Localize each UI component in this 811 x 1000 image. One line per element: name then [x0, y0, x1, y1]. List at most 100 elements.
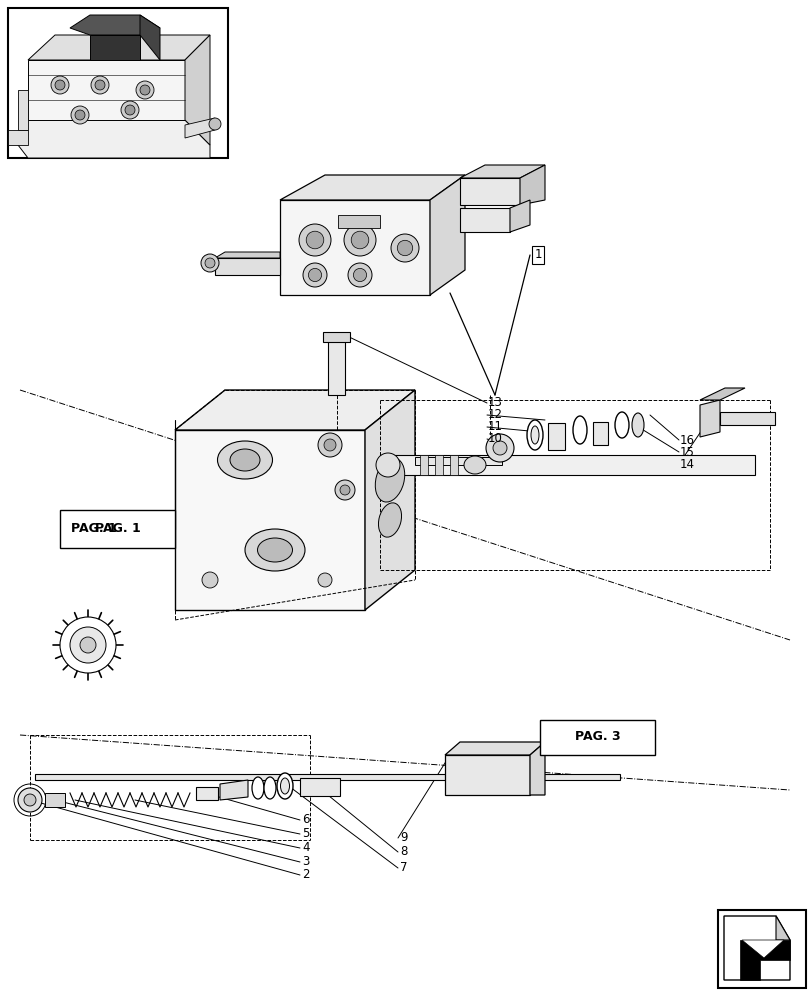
Polygon shape [419, 455, 427, 475]
Polygon shape [299, 778, 340, 796]
Circle shape [303, 263, 327, 287]
Polygon shape [444, 755, 530, 795]
Text: 5: 5 [302, 827, 309, 840]
Text: 15: 15 [679, 446, 694, 458]
Polygon shape [414, 457, 501, 465]
Circle shape [340, 485, 350, 495]
Text: 2: 2 [302, 868, 309, 882]
Ellipse shape [280, 778, 290, 794]
Polygon shape [547, 423, 564, 450]
Bar [717, 910, 805, 988]
Bar [60, 510, 175, 548]
Circle shape [202, 572, 217, 588]
Circle shape [135, 81, 154, 99]
Ellipse shape [573, 416, 586, 444]
Polygon shape [215, 252, 280, 258]
Circle shape [51, 76, 69, 94]
Circle shape [318, 573, 332, 587]
Ellipse shape [614, 412, 629, 438]
Text: 11: 11 [487, 420, 502, 434]
Polygon shape [739, 940, 789, 980]
Polygon shape [175, 390, 414, 430]
Circle shape [80, 637, 96, 653]
Ellipse shape [257, 538, 292, 562]
Text: 13: 13 [487, 396, 502, 410]
Polygon shape [430, 175, 465, 295]
Ellipse shape [230, 449, 260, 471]
Polygon shape [35, 774, 620, 780]
Circle shape [121, 101, 139, 119]
Text: 10: 10 [487, 432, 502, 446]
Circle shape [375, 453, 400, 477]
Text: PAG. 3: PAG. 3 [574, 730, 620, 743]
Polygon shape [775, 916, 789, 940]
Text: 6: 6 [302, 813, 309, 826]
Text: 7: 7 [400, 861, 407, 874]
Polygon shape [592, 422, 607, 445]
Text: 1: 1 [534, 248, 541, 261]
Polygon shape [175, 430, 365, 610]
Polygon shape [449, 455, 457, 475]
Polygon shape [460, 178, 519, 205]
Ellipse shape [264, 777, 276, 799]
Circle shape [18, 788, 42, 812]
Polygon shape [323, 332, 350, 342]
Ellipse shape [375, 458, 404, 502]
Polygon shape [8, 130, 28, 145]
Circle shape [298, 224, 331, 256]
Circle shape [208, 118, 221, 130]
Polygon shape [195, 787, 217, 800]
Ellipse shape [463, 456, 486, 474]
Polygon shape [28, 60, 185, 120]
Ellipse shape [526, 420, 543, 450]
Text: 12: 12 [487, 408, 502, 422]
Circle shape [351, 231, 368, 249]
Polygon shape [699, 400, 719, 437]
Polygon shape [45, 793, 65, 807]
Text: PAG. 1: PAG. 1 [95, 522, 140, 536]
Polygon shape [530, 742, 544, 795]
Text: 4: 4 [302, 841, 309, 854]
Polygon shape [215, 258, 280, 275]
Polygon shape [719, 412, 774, 425]
Bar [8, 8, 228, 158]
Polygon shape [185, 35, 210, 145]
Circle shape [201, 254, 219, 272]
Circle shape [95, 80, 105, 90]
Polygon shape [185, 118, 215, 138]
Ellipse shape [277, 773, 293, 799]
Polygon shape [18, 120, 210, 158]
Polygon shape [380, 455, 754, 475]
Polygon shape [460, 165, 544, 178]
Circle shape [60, 617, 116, 673]
Polygon shape [460, 208, 509, 232]
Text: 3: 3 [302, 855, 309, 868]
Polygon shape [280, 175, 465, 200]
Text: 9: 9 [400, 831, 407, 844]
Text: PAG. 1: PAG. 1 [71, 522, 117, 536]
Polygon shape [280, 200, 430, 295]
Circle shape [139, 85, 150, 95]
Circle shape [318, 433, 341, 457]
Circle shape [348, 263, 371, 287]
Circle shape [91, 76, 109, 94]
Circle shape [125, 105, 135, 115]
Circle shape [335, 480, 354, 500]
Text: 16: 16 [679, 434, 694, 446]
Polygon shape [220, 780, 247, 800]
Polygon shape [699, 388, 744, 400]
Circle shape [324, 439, 336, 451]
Polygon shape [444, 742, 544, 755]
Polygon shape [509, 200, 530, 232]
Polygon shape [328, 340, 345, 395]
Circle shape [397, 240, 412, 256]
Polygon shape [28, 35, 210, 60]
Ellipse shape [631, 413, 643, 437]
Polygon shape [337, 215, 380, 228]
Circle shape [353, 268, 366, 282]
Circle shape [492, 441, 506, 455]
Ellipse shape [251, 777, 264, 799]
Ellipse shape [217, 441, 272, 479]
Ellipse shape [245, 529, 305, 571]
Text: 14: 14 [679, 458, 694, 471]
